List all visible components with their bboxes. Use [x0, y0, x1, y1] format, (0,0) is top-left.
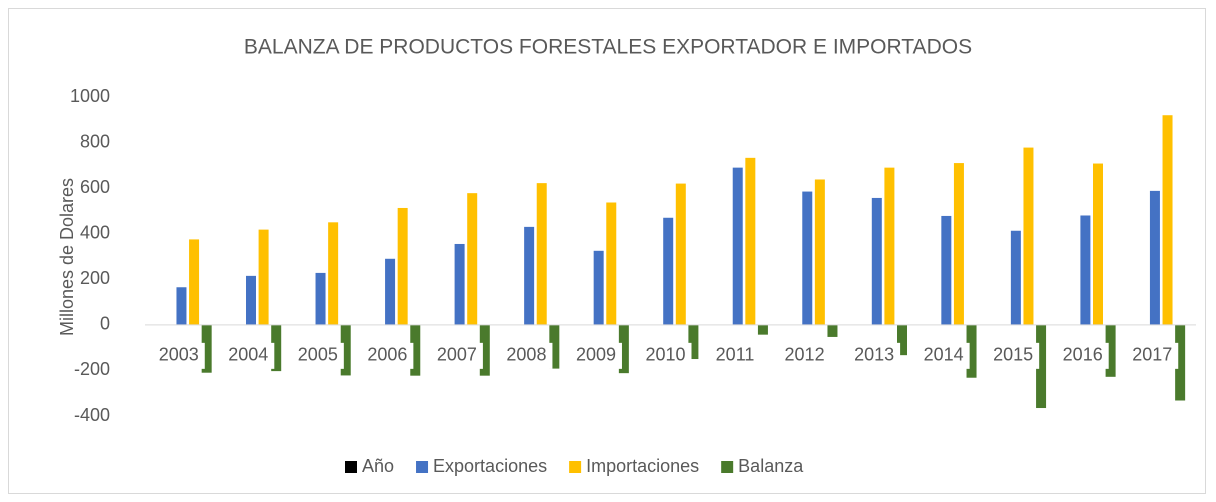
legend-swatch	[721, 461, 734, 473]
bar	[524, 226, 535, 325]
y-tick-label: 800	[80, 131, 110, 151]
x-tick-label: 2008	[506, 345, 546, 365]
bar	[271, 324, 282, 372]
y-tick-label: -200	[74, 359, 110, 379]
legend-label: Exportaciones	[433, 456, 547, 476]
bar	[549, 324, 560, 369]
label-background	[430, 342, 483, 369]
label-background	[639, 342, 692, 369]
bar	[871, 197, 882, 325]
bar	[884, 167, 895, 325]
label-background	[222, 342, 275, 369]
bar	[1080, 215, 1091, 325]
label-background	[361, 342, 414, 369]
bar	[1010, 230, 1021, 325]
bar	[732, 167, 743, 325]
bar	[201, 324, 212, 373]
bar	[606, 202, 617, 325]
bar	[897, 324, 907, 356]
bar	[953, 163, 964, 325]
y-tick-label: 400	[80, 222, 110, 242]
bar	[410, 324, 421, 376]
x-tick-label: 2013	[854, 345, 894, 365]
x-tick-label: 2006	[367, 345, 407, 365]
legend-swatch	[569, 461, 582, 473]
label-background	[1126, 342, 1179, 369]
bar	[688, 324, 699, 360]
x-tick-label: 2010	[645, 345, 685, 365]
legend-swatch	[345, 461, 357, 473]
bar	[246, 275, 256, 325]
label-background	[291, 342, 344, 369]
label-background	[152, 342, 205, 369]
y-tick-label: 0	[100, 314, 110, 334]
bar	[1023, 147, 1034, 325]
bar	[1162, 115, 1173, 325]
label-background	[569, 342, 622, 369]
bar	[814, 179, 825, 325]
bar	[536, 183, 547, 325]
bar	[454, 243, 465, 325]
bar	[315, 272, 326, 325]
bar	[385, 258, 396, 325]
legend-label: Importaciones	[586, 456, 699, 476]
chart-title: BALANZA DE PRODUCTOS FORESTALES EXPORTAD…	[244, 36, 972, 59]
bar	[663, 217, 674, 325]
bar	[1175, 324, 1186, 401]
x-tick-label: 2016	[1063, 345, 1103, 365]
bar	[1036, 324, 1047, 409]
x-tick-label: 2007	[437, 345, 477, 365]
x-tick-label: 2003	[159, 345, 199, 365]
bar	[941, 215, 952, 325]
bar	[397, 207, 408, 325]
x-tick-label: 2005	[298, 345, 338, 365]
bar	[745, 157, 756, 325]
legend-swatch	[416, 461, 429, 473]
bar	[258, 229, 269, 325]
x-tick-label: 2017	[1132, 345, 1172, 365]
label-background	[500, 342, 553, 369]
x-tick-label: 2011	[716, 345, 755, 365]
bar	[827, 324, 838, 337]
x-tick-label: 2012	[785, 345, 825, 365]
bar	[467, 193, 478, 325]
bar	[189, 239, 200, 325]
bar	[1093, 163, 1103, 325]
legend-label: Año	[362, 456, 394, 476]
bar	[340, 324, 351, 376]
y-tick-label: 600	[80, 177, 110, 197]
bar	[1149, 190, 1160, 325]
y-axis-title: Millones de Dolares	[57, 178, 77, 336]
x-tick-label: 2015	[993, 345, 1033, 365]
bar	[1105, 324, 1116, 377]
label-background	[709, 342, 762, 369]
bar	[618, 324, 629, 374]
label-background	[917, 342, 970, 369]
bar	[802, 191, 813, 325]
bar	[593, 250, 604, 325]
y-tick-label: 200	[80, 268, 110, 288]
bar	[176, 287, 187, 325]
bar	[479, 324, 490, 376]
label-background	[1056, 342, 1109, 369]
x-tick-label: 2004	[228, 345, 268, 365]
y-tick-label: 1000	[70, 86, 110, 106]
x-tick-label: 2009	[576, 345, 616, 365]
x-tick-label: 2014	[924, 345, 964, 365]
label-background	[848, 342, 901, 369]
label-background	[778, 342, 831, 369]
bar	[328, 222, 339, 325]
bar	[966, 324, 977, 378]
legend-label: Balanza	[738, 456, 804, 476]
bar	[675, 183, 686, 325]
label-background	[987, 342, 1040, 369]
bar	[757, 324, 768, 335]
y-tick-label: -400	[74, 405, 110, 425]
